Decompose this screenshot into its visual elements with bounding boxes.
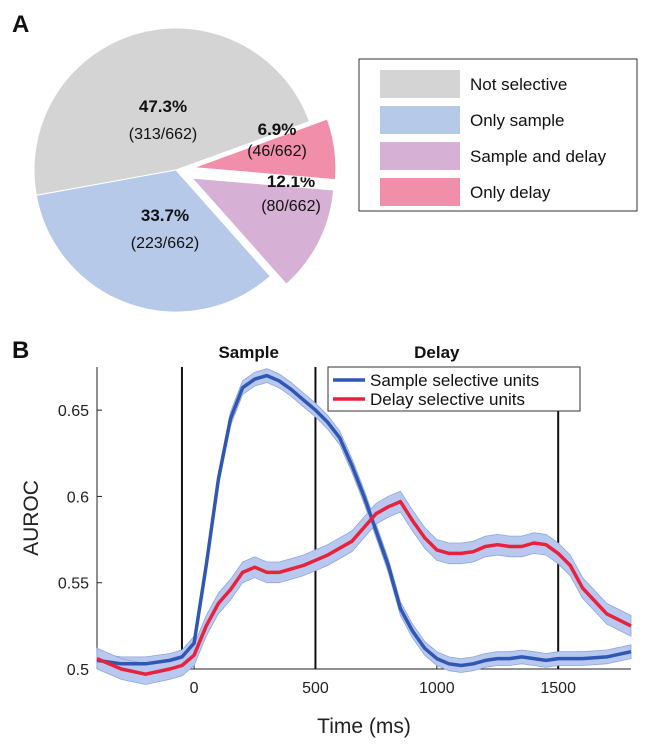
pie-pct-only-delay: 6.9% bbox=[258, 120, 297, 139]
y-tick-label: 0.5 bbox=[67, 662, 89, 679]
legend-label-only-sample: Only sample bbox=[470, 111, 564, 130]
legend-text-delay-selective-units: Delay selective units bbox=[370, 390, 525, 409]
pie-count-only-sample: (223/662) bbox=[131, 235, 200, 252]
legend-label-not-selective: Not selective bbox=[470, 75, 567, 94]
period-label-sample: Sample bbox=[218, 343, 278, 362]
period-label-delay: Delay bbox=[414, 343, 460, 362]
legend-label-only-delay: Only delay bbox=[470, 183, 551, 202]
ci-band-sample-selective-units bbox=[96, 368, 632, 673]
ci-band-delay-selective-units bbox=[96, 490, 632, 685]
legend-swatch-sample-and-delay bbox=[380, 142, 460, 170]
panel-b-label: B bbox=[12, 337, 29, 364]
y-axis-label: AUROC bbox=[20, 480, 43, 556]
x-tick-label: 500 bbox=[302, 680, 329, 697]
pie-chart: 47.3%(313/662)33.7%(223/662)12.1%(80/662… bbox=[33, 27, 337, 313]
series-line-sample-selective-units bbox=[96, 373, 632, 668]
pie-pct-not-selective: 47.3% bbox=[139, 97, 187, 116]
legend-text-sample-selective-units: Sample selective units bbox=[370, 371, 539, 390]
series-line-delay-selective-units bbox=[96, 499, 632, 676]
pie-legend: Not selective Only sample Sample and delay… bbox=[358, 58, 638, 212]
x-tick-label: 1500 bbox=[540, 680, 576, 697]
y-tick-label: 0.65 bbox=[58, 403, 89, 420]
pie-slice-only-sample bbox=[35, 169, 271, 313]
pie-count-not-selective: (313/662) bbox=[129, 126, 198, 143]
panel-a-label: A bbox=[12, 11, 29, 38]
y-tick-label: 0.6 bbox=[67, 489, 89, 506]
x-axis-label: Time (ms) bbox=[317, 715, 411, 738]
pie-slice-not-selective bbox=[33, 27, 311, 196]
pie-count-sample-and-delay: (80/662) bbox=[261, 198, 321, 215]
y-tick-label: 0.55 bbox=[58, 576, 89, 593]
pie-count-only-delay: (46/662) bbox=[247, 143, 307, 160]
pie-slice-only-delay bbox=[193, 118, 337, 181]
legend-swatch-only-sample bbox=[380, 106, 460, 134]
legend-swatch-not-selective bbox=[380, 70, 460, 98]
pie-slice-sample-and-delay bbox=[190, 177, 335, 285]
legend-swatch-only-delay bbox=[380, 178, 460, 206]
line-chart: 0 500 1000 1500 0.5 0.55 0.6 0.65 Time (ms) AUROC… bbox=[20, 343, 632, 738]
x-tick-label: 1000 bbox=[419, 680, 455, 697]
legend-label-sample-and-delay: Sample and delay bbox=[470, 147, 607, 166]
pie-pct-only-sample: 33.7% bbox=[141, 206, 189, 225]
x-tick-label: 0 bbox=[190, 680, 199, 697]
